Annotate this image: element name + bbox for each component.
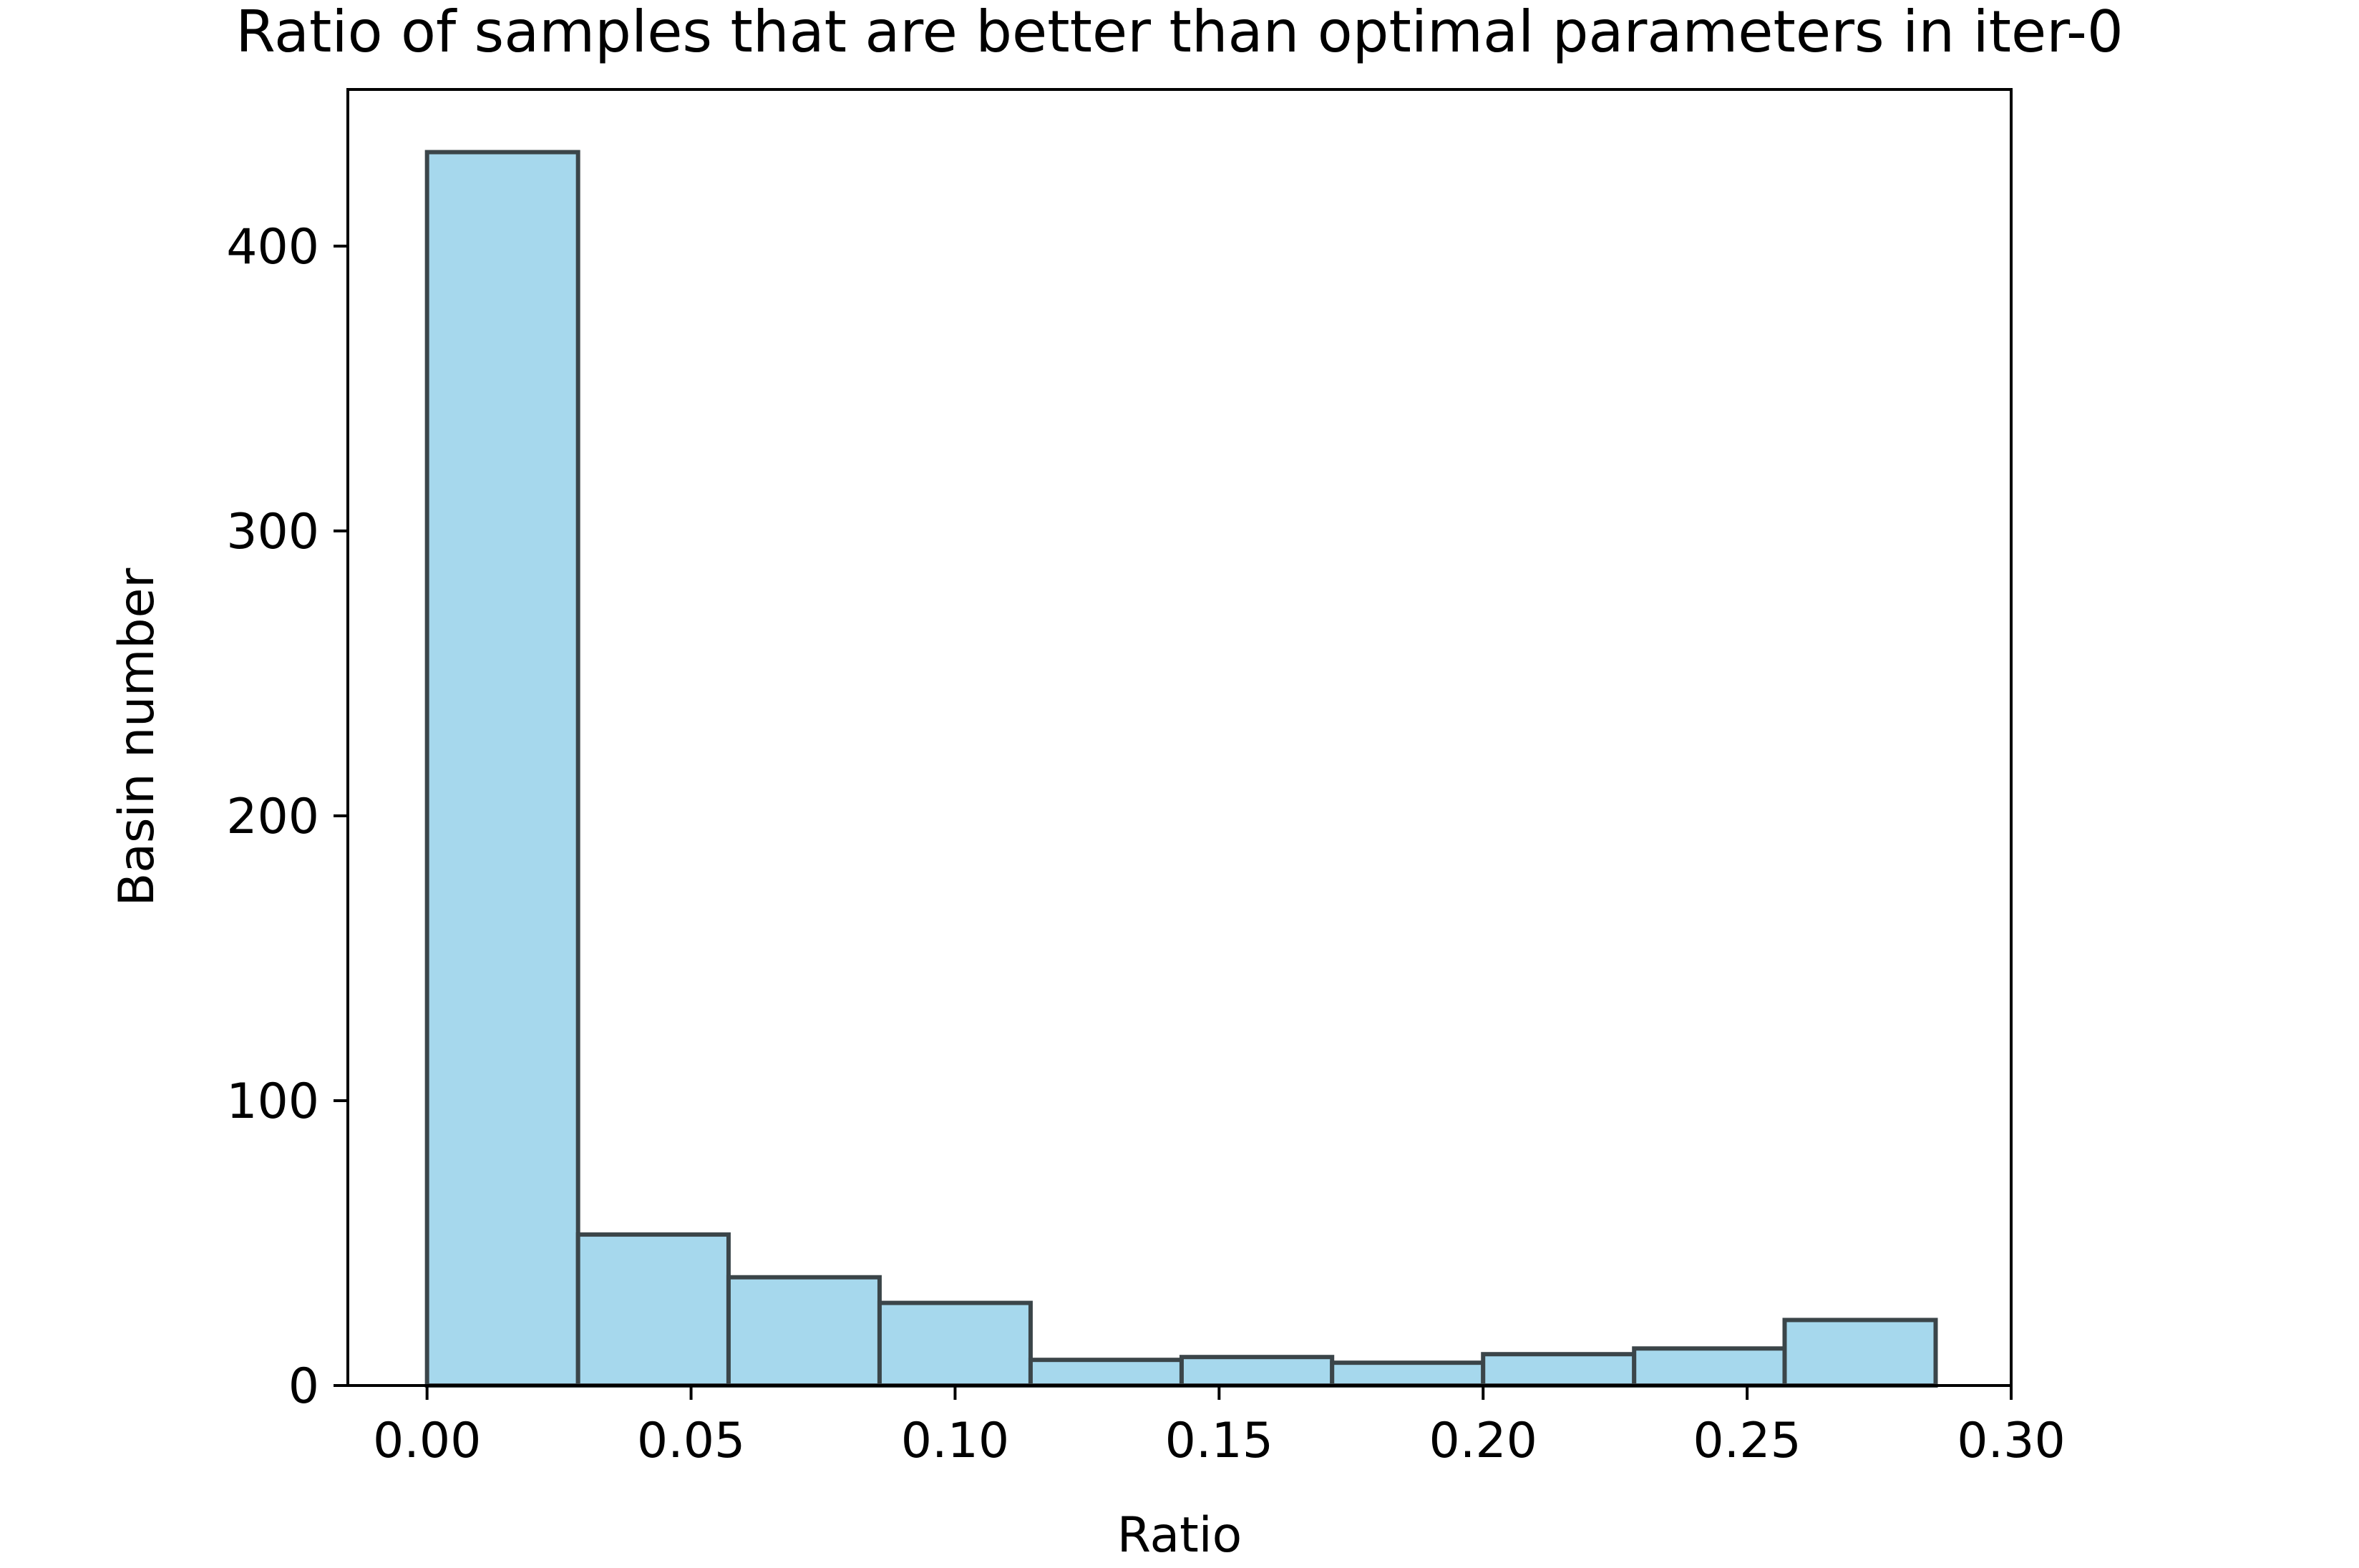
y-tick-label: 0 [288, 1358, 319, 1415]
y-tick-label: 400 [226, 219, 319, 276]
y-axis-ticks: 0 100 200 300 400 [226, 219, 348, 1415]
histogram-bar [1179, 1355, 1335, 1388]
x-tick-label: 0.20 [1429, 1413, 1537, 1469]
histogram-bar [1481, 1352, 1637, 1388]
histogram-bar [424, 150, 580, 1388]
y-tick-label: 300 [226, 504, 319, 560]
histogram-bar [877, 1300, 1033, 1388]
x-tick-label: 0.15 [1165, 1413, 1273, 1469]
plot-area-frame [346, 88, 2013, 1387]
x-axis-ticks: 0.00 0.05 0.10 0.15 0.20 0.25 0.30 [373, 1386, 2066, 1469]
y-tick-label: 100 [226, 1073, 319, 1130]
x-axis-label: Ratio [1117, 1507, 1242, 1564]
x-tick-label: 0.25 [1693, 1413, 1801, 1469]
bars-group [424, 150, 1938, 1388]
histogram-bar [1632, 1346, 1787, 1388]
histogram-bar [575, 1232, 731, 1388]
histogram-bar [1028, 1358, 1184, 1388]
x-tick-label: 0.00 [373, 1413, 481, 1469]
histogram-bar [726, 1275, 882, 1388]
x-tick-label: 0.30 [1957, 1413, 2065, 1469]
histogram-bar [1330, 1360, 1486, 1388]
y-tick-label: 200 [226, 789, 319, 845]
chart-title: Ratio of samples that are better than op… [235, 0, 2124, 65]
x-tick-label: 0.10 [901, 1413, 1009, 1469]
histogram-bar [1782, 1318, 1938, 1388]
x-tick-label: 0.05 [637, 1413, 745, 1469]
y-axis-label: Basin number [109, 568, 165, 907]
